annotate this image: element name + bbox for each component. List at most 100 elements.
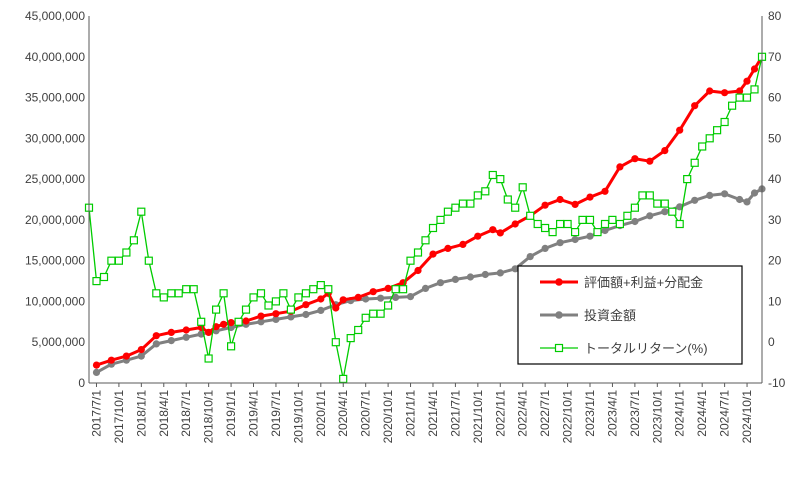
- data-point: [645, 191, 654, 200]
- data-point: [271, 297, 280, 306]
- data-point: [317, 306, 325, 314]
- x-tick-label: 2018/1/1: [134, 390, 148, 437]
- data-point: [675, 219, 684, 229]
- data-point: [324, 285, 333, 294]
- data-point: [129, 236, 138, 245]
- data-point: [144, 256, 153, 265]
- x-tick-label: 2021/7/1: [448, 390, 462, 437]
- data-point: [137, 207, 146, 216]
- data-point: [302, 310, 310, 319]
- data-point: [661, 147, 669, 155]
- series-layer: [84, 52, 767, 383]
- x-tick-label: 2022/7/1: [538, 390, 552, 437]
- data-point: [593, 228, 602, 237]
- data-point: [653, 199, 662, 208]
- data-point: [481, 270, 489, 279]
- data-point: [646, 212, 654, 220]
- data-point: [443, 207, 452, 216]
- data-point: [563, 219, 572, 229]
- legend-label: 評価額+利益+分配金: [584, 275, 703, 290]
- data-point: [540, 223, 550, 233]
- data-point: [92, 361, 101, 369]
- data-point: [256, 289, 266, 298]
- data-point: [496, 229, 504, 237]
- x-tick-label: 2024/4/1: [695, 390, 709, 437]
- data-point: [586, 193, 594, 201]
- data-point: [205, 328, 213, 336]
- x-tick-label: 2020/1/1: [314, 390, 328, 437]
- data-point: [585, 215, 595, 224]
- data-point: [384, 301, 393, 310]
- data-point: [159, 293, 168, 302]
- data-point: [354, 325, 363, 335]
- data-point: [92, 368, 101, 376]
- data-point: [481, 187, 490, 196]
- right-axis-ticks: -10 0 10 20 30 40 50 60 70 80: [768, 9, 786, 390]
- data-point: [316, 281, 325, 290]
- data-point: [406, 293, 415, 301]
- legend-item-2: 投資金額: [540, 308, 636, 323]
- data-point: [421, 284, 430, 292]
- right-tick-label: 70: [768, 50, 782, 64]
- data-point: [122, 248, 131, 257]
- data-point: [466, 273, 474, 281]
- data-point: [107, 256, 116, 265]
- x-tick-label: 2019/10/1: [291, 390, 305, 444]
- data-point: [122, 352, 130, 360]
- data-point: [414, 266, 422, 275]
- data-point: [219, 289, 228, 298]
- legend-swatch-marker: [554, 343, 564, 353]
- data-point: [167, 289, 176, 298]
- x-tick-label: 2021/4/1: [426, 390, 440, 437]
- x-tick-label: 2023/10/1: [650, 390, 664, 444]
- left-tick-label: 0: [78, 376, 85, 390]
- legend-label: 投資金額: [584, 308, 636, 323]
- right-tick-label: 30: [768, 213, 782, 227]
- data-point: [272, 315, 280, 323]
- data-point: [660, 199, 669, 208]
- x-tick-label: 2023/1/1: [583, 390, 597, 437]
- data-point: [451, 203, 460, 212]
- right-tick-label: 0: [768, 335, 775, 349]
- data-point: [735, 93, 744, 102]
- data-point: [750, 85, 759, 94]
- data-point: [556, 239, 564, 247]
- x-tick-label: 2019/1/1: [224, 390, 238, 437]
- data-point: [742, 93, 752, 102]
- data-point: [339, 374, 348, 383]
- data-point: [242, 317, 250, 325]
- x-tick-label: 2018/10/1: [202, 390, 216, 444]
- legend-swatch-marker: [555, 311, 563, 319]
- data-point: [691, 102, 699, 110]
- data-point: [436, 279, 445, 287]
- data-point: [511, 265, 519, 273]
- data-point: [743, 198, 751, 206]
- legend-label: トータルリターン(%): [584, 341, 708, 356]
- data-point: [541, 244, 549, 252]
- data-point: [743, 77, 751, 85]
- left-tick-label: 40,000,000: [25, 50, 85, 64]
- data-point: [377, 294, 385, 302]
- data-point: [631, 217, 639, 226]
- right-tick-label: 60: [768, 91, 782, 105]
- data-point: [212, 305, 221, 314]
- data-point: [204, 354, 213, 363]
- right-tick-label: 20: [768, 254, 782, 268]
- data-point: [608, 215, 617, 224]
- data-point: [257, 312, 265, 320]
- data-point: [406, 256, 415, 265]
- data-point: [676, 203, 684, 211]
- data-point: [727, 101, 737, 110]
- data-point: [496, 175, 505, 184]
- data-point: [600, 219, 610, 229]
- data-point: [264, 301, 273, 310]
- data-point: [661, 208, 669, 216]
- data-point: [99, 272, 109, 282]
- data-point: [698, 142, 707, 151]
- data-point: [302, 301, 310, 309]
- data-point: [511, 220, 519, 228]
- data-point: [526, 211, 535, 220]
- data-point: [750, 65, 759, 73]
- data-point: [182, 285, 191, 294]
- data-point: [346, 334, 355, 343]
